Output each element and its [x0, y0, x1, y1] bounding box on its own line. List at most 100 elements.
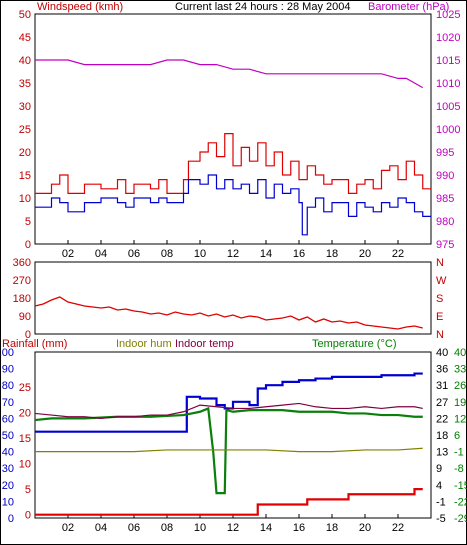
x-tick-label: 20 — [359, 522, 371, 534]
barometer-tick-label: 1025 — [436, 9, 460, 21]
panel-direction-frame — [34, 261, 432, 335]
humidity-tick-label: 80 — [2, 380, 14, 392]
temp-series — [34, 372, 423, 516]
direction-tick-label: 0 — [25, 329, 31, 341]
indoor-temp-tick-label: 40 — [436, 347, 448, 359]
indoor-temp-tick-label: 4 — [436, 480, 442, 492]
barometer-tick-label: 975 — [436, 239, 454, 251]
x-tick-label: 04 — [95, 522, 107, 534]
wind-average-line — [35, 174, 431, 236]
x-tick-label: 06 — [128, 248, 140, 260]
indoor-temp-tick-label: -5 — [436, 513, 446, 525]
wind-series — [35, 59, 431, 236]
temperature-tick-label: -1 — [454, 447, 464, 459]
panel-wind-frame — [34, 13, 432, 245]
temperature-tick-label: -29 — [454, 513, 467, 525]
indoor-hum-line — [35, 447, 423, 453]
wind-tick-label: 5 — [25, 216, 31, 228]
humidity-tick-label: 100 — [0, 347, 14, 359]
barometer-tick-label: 1010 — [436, 78, 460, 90]
x-tick-label: 18 — [326, 248, 338, 260]
x-tick-label: 08 — [161, 522, 173, 534]
x-tick-label: 22 — [392, 522, 404, 534]
x-tick-label: 08 — [161, 248, 173, 260]
humidity-axis-labels: 0 10 20 30 40 50 60 70 80 90 100 — [0, 347, 14, 525]
direction-tick-label: 90 — [19, 311, 31, 323]
direction-tick-label: 270 — [13, 275, 31, 287]
wind-tick-label: 25 — [19, 124, 31, 136]
temperature-label: Temperature (°C) — [312, 338, 396, 350]
temperature-tick-label: 12 — [454, 413, 466, 425]
rainfall-tick-label: 5 — [25, 484, 31, 496]
rainfall-tick-label: 15 — [19, 433, 31, 445]
temperature-tick-label: 6 — [454, 430, 460, 442]
compass-tick-label: W — [436, 275, 447, 287]
compass-tick-label: N — [436, 329, 444, 341]
temperature-axis-labels: -29 -22 -15 -8 -1 6 12 19 26 33 40 — [454, 347, 467, 525]
x-tick-label: 16 — [293, 522, 305, 534]
wind-tick-label: 45 — [19, 32, 31, 44]
humidity-tick-label: 70 — [2, 397, 14, 409]
x-tick-label: 10 — [194, 248, 206, 260]
indoor-temp-tick-label: 18 — [436, 430, 448, 442]
rainfall-axis-labels: 0 5 10 15 20 25 — [19, 382, 31, 522]
indoor-temp-tick-label: 13 — [436, 447, 448, 459]
humidity-tick-label: 40 — [2, 447, 14, 459]
temperature-tick-label: 26 — [454, 380, 466, 392]
barometer-tick-label: 1005 — [436, 101, 460, 113]
x-tick-label: 16 — [293, 248, 305, 260]
wind-direction-line — [34, 296, 423, 330]
barometer-tick-label: 1000 — [436, 124, 460, 136]
wind-tick-label: 0 — [25, 239, 31, 251]
direction-tick-label: 180 — [13, 293, 31, 305]
barometer-line — [35, 59, 424, 89]
indoor-temp-tick-label: 22 — [436, 413, 448, 425]
wind-tick-label: 50 — [19, 9, 31, 21]
barometer-tick-label: 985 — [436, 193, 454, 205]
barometer-tick-label: 990 — [436, 170, 454, 182]
barometer-tick-label: 1015 — [436, 55, 460, 67]
indoor-hum-label: Indoor hum — [116, 338, 172, 350]
compass-tick-label: S — [436, 293, 443, 305]
rainfall-tick-label: 0 — [25, 510, 31, 522]
direction-degree-labels: 0 90 180 270 360 — [13, 257, 31, 341]
direction-tick-label: 360 — [13, 257, 31, 269]
temperature-tick-label: 19 — [454, 397, 466, 409]
humidity-tick-label: 20 — [2, 480, 14, 492]
barometer-axis-labels: 975 980 985 990 995 1000 1005 1010 1015 1020 1025 — [436, 9, 460, 251]
wind-tick-label: 30 — [19, 101, 31, 113]
x-tick-label: 10 — [194, 522, 206, 534]
humidity-tick-label: 10 — [2, 496, 14, 508]
x-tick-label: 02 — [62, 522, 74, 534]
x-tick-label: 20 — [359, 248, 371, 260]
x-tick-label: 14 — [260, 248, 272, 260]
wind-axis-labels: 0 5 10 15 20 25 30 35 40 45 50 — [19, 9, 31, 251]
indoor-temp-tick-label: 36 — [436, 364, 448, 376]
indoor-temp-tick-label: 27 — [436, 397, 448, 409]
rainfall-tick-label: 20 — [19, 408, 31, 420]
barometer-tick-label: 995 — [436, 147, 454, 159]
wind-gust-line — [35, 133, 431, 194]
wind-tick-label: 40 — [19, 55, 31, 67]
humidity-tick-label: 50 — [2, 430, 14, 442]
indoor-temp-tick-label: -1 — [436, 496, 446, 508]
compass-tick-label: E — [436, 311, 443, 323]
temperature-tick-label: 40 — [454, 347, 466, 359]
barometer-tick-label: 1020 — [436, 32, 460, 44]
rainfall-label: Rainfall (mm) — [2, 338, 67, 350]
temperature-tick-label: 33 — [454, 364, 466, 376]
indoor-temp-tick-label: 9 — [436, 463, 442, 475]
humidity-tick-label: 60 — [2, 413, 14, 425]
x-tick-label: 12 — [227, 248, 239, 260]
wind-x-labels: 02 04 06 08 10 12 14 16 18 20 22 — [62, 248, 404, 260]
x-tick-label: 22 — [392, 248, 404, 260]
humidity-tick-label: 30 — [2, 463, 14, 475]
x-tick-label: 06 — [128, 522, 140, 534]
indoor-temp-line — [34, 402, 423, 420]
indoor-temp-tick-label: 31 — [436, 380, 448, 392]
barometer-tick-label: 980 — [436, 216, 454, 228]
